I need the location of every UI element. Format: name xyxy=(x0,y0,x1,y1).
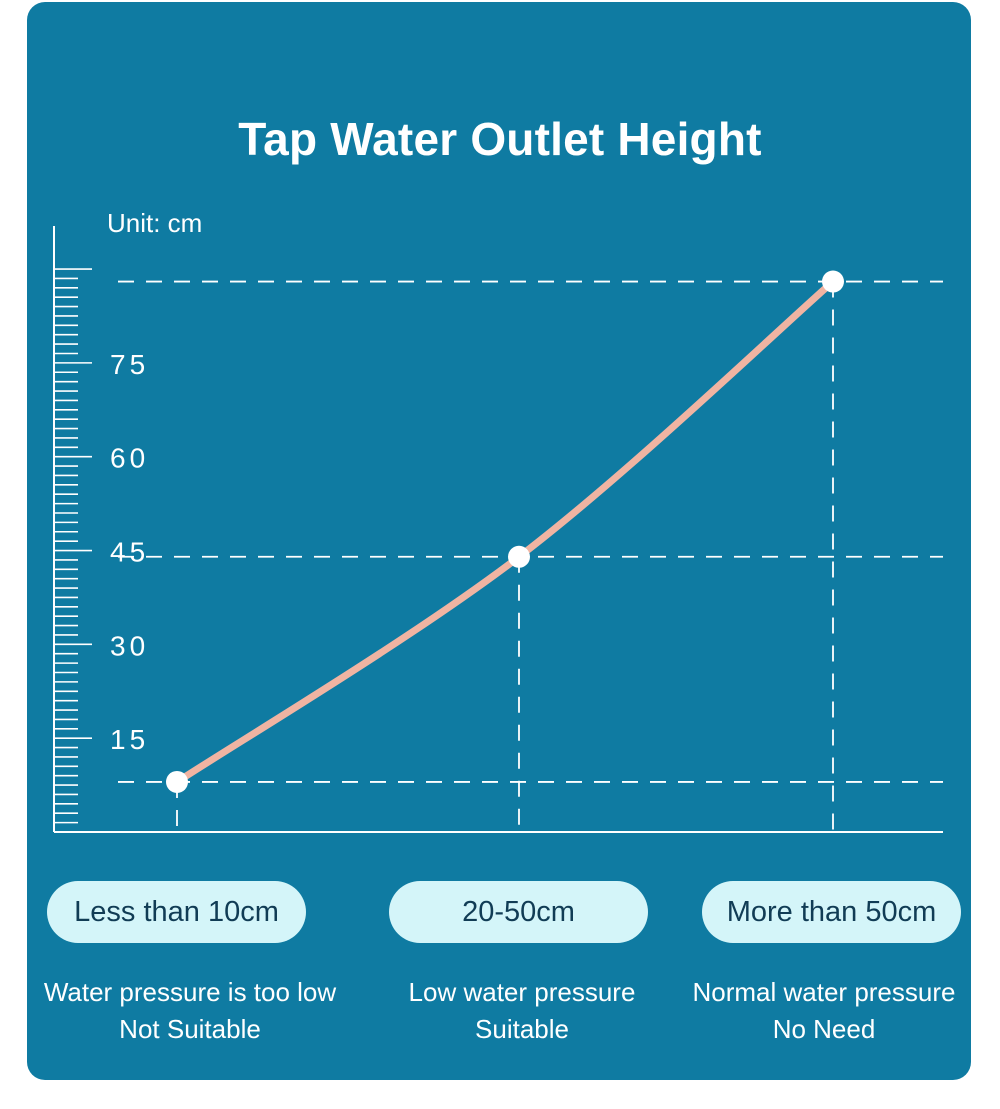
chart-title: Tap Water Outlet Height xyxy=(238,113,762,165)
axes xyxy=(53,226,943,833)
y-tick-labels: 15 30 45 60 75 xyxy=(110,349,149,755)
y-axis-unit-label: Unit: cm xyxy=(107,208,203,238)
y-tick-label: 75 xyxy=(110,349,149,380)
category-label: 20-50cm xyxy=(462,896,575,928)
category-pill-3: More than 50cm xyxy=(702,881,961,943)
note-line-1: Low water pressure xyxy=(408,977,636,1007)
category-pill-1: Less than 10cm xyxy=(47,881,306,943)
data-points xyxy=(166,270,844,793)
y-tick-label: 30 xyxy=(110,630,149,661)
category-pill-2: 20-50cm xyxy=(389,881,648,943)
note-line-2: No Need xyxy=(772,1014,876,1044)
category-note-1: Water pressure is too low Not Suitable xyxy=(30,974,350,1048)
note-line-2: Suitable xyxy=(475,1014,569,1044)
category-label: More than 50cm xyxy=(726,896,937,928)
note-line-2: Not Suitable xyxy=(119,1014,261,1044)
grid-lines xyxy=(118,280,943,832)
data-point xyxy=(166,770,188,793)
series-line xyxy=(173,278,837,786)
data-point xyxy=(822,270,844,293)
y-tick-label: 60 xyxy=(110,443,149,474)
ruler-ticks xyxy=(54,268,92,824)
note-line-1: Normal water pressure xyxy=(692,977,956,1007)
category-note-3: Normal water pressure No Need xyxy=(664,974,984,1048)
data-point xyxy=(508,545,530,568)
category-note-2: Low water pressure Suitable xyxy=(362,974,682,1048)
note-line-1: Water pressure is too low xyxy=(43,977,337,1007)
category-label: Less than 10cm xyxy=(74,896,279,928)
y-tick-label: 45 xyxy=(110,537,149,568)
y-tick-label: 15 xyxy=(110,724,149,755)
